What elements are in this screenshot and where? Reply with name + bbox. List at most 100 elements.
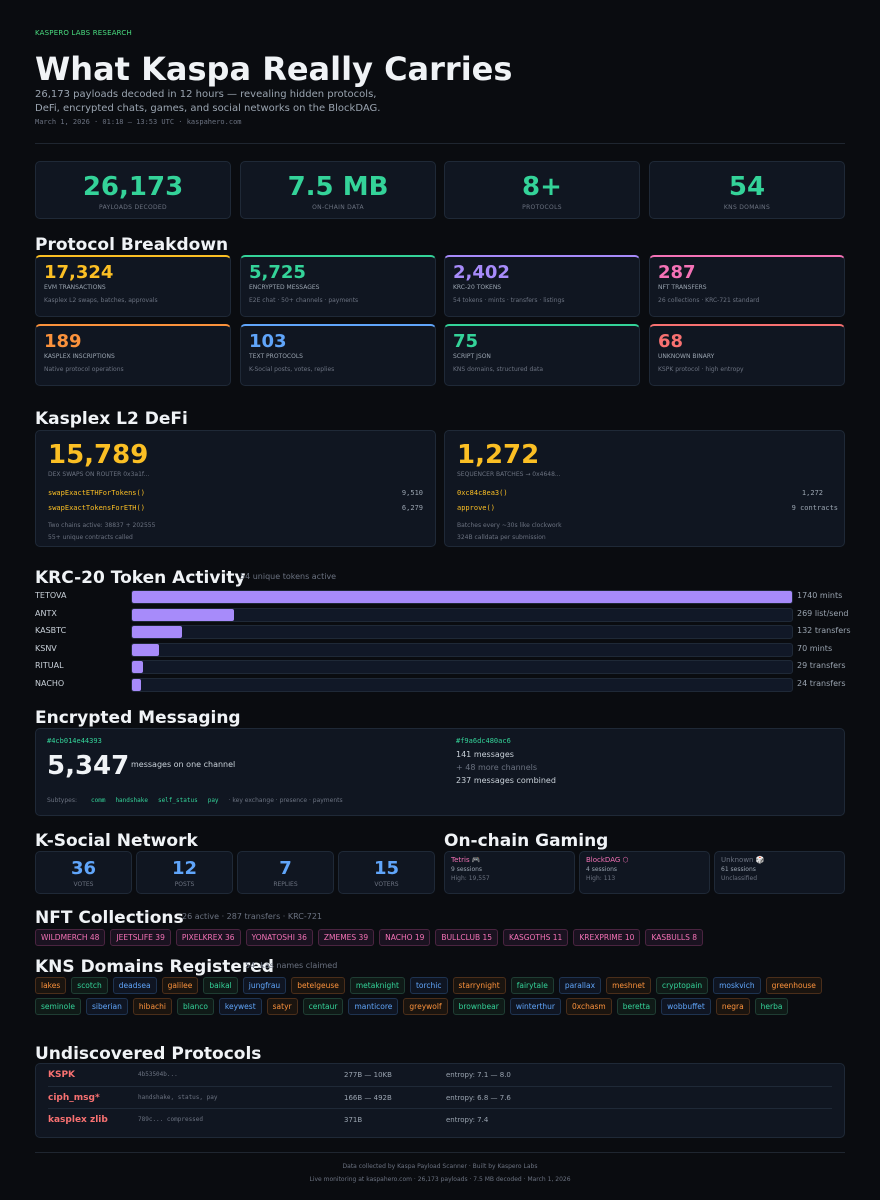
krc-row: KASBTC 132 transfers xyxy=(35,625,851,640)
kns-domain-chip: winterthur xyxy=(509,998,561,1015)
footer-line: Live monitoring at kaspahero.com · 26,17… xyxy=(309,1176,571,1183)
channel-id: #4cb014e44393 xyxy=(47,737,102,745)
social-value: 7 xyxy=(279,858,292,879)
protocol-label: SCRIPT JSON xyxy=(453,353,491,360)
kns-domain-chip: galilee xyxy=(161,977,199,994)
stat-label: PROTOCOLS xyxy=(522,204,562,211)
protocol-card: 103 TEXT PROTOCOLS K-Social posts, votes, … xyxy=(240,324,436,386)
function-name: swapExactETHForTokens() xyxy=(48,489,145,497)
footer-line: Data collected by Kaspa Payload Scanner … xyxy=(342,1163,538,1170)
protocol-card: 75 SCRIPT JSON KNS domains, structured dat… xyxy=(444,324,640,386)
protocol-label: TEXT PROTOCOLS xyxy=(249,353,303,360)
undiscovered-heading: Undiscovered Protocols xyxy=(35,1044,262,1064)
protocol-desc: KSPK protocol · high entropy xyxy=(658,366,744,373)
protocol-label: UNKNOWN BINARY xyxy=(658,353,715,360)
undiscovered-table: KSPK 4b53504b... 277B — 10KB entropy: 7.1 —… xyxy=(35,1063,845,1138)
protocol-label: ENCRYPTED MESSAGES xyxy=(249,284,320,291)
kns-domain-chip: betelgeuse xyxy=(291,977,345,994)
krc-row: NACHO 24 transfers xyxy=(35,678,845,692)
defi-label: SEQUENCER BATCHES → 0x4648... xyxy=(457,471,561,478)
token-name: NACHO xyxy=(35,679,65,688)
subtype-tag: self_status xyxy=(157,797,198,804)
defi-footnote: Batches every ~30s like clockwork 324B ca… xyxy=(457,520,832,544)
kns-domain-chip: beretta xyxy=(616,998,657,1015)
nft-collection-chip: KREXPRIME 10 xyxy=(573,929,641,946)
social-value: 12 xyxy=(171,858,198,879)
kns-domain-chip: scotch xyxy=(71,977,108,994)
protocol-value: 103 xyxy=(249,331,287,352)
defi-card-batches: 1,272 SEQUENCER BATCHES → 0x4648... 0xc8… xyxy=(444,430,845,547)
kns-domain-chip: deadsea xyxy=(112,977,157,994)
social-heading: K-Social Network xyxy=(35,831,198,851)
kns-domain-chip: blanco xyxy=(177,998,214,1015)
kns-domain-chip: starrynight xyxy=(452,977,506,994)
protocol-card: 287 NFT TRANSFERS 26 collections · KRC-721… xyxy=(649,255,845,317)
function-count: 9 contracts xyxy=(791,504,838,512)
social-label: VOTES xyxy=(73,881,94,888)
encrypted-card: #4cb014e44393 5,347 messages on one chan… xyxy=(35,728,845,816)
token-bar-track xyxy=(131,642,793,657)
token-bar xyxy=(132,626,183,639)
function-name: approve() xyxy=(457,504,495,512)
protocol-name: kasplex zlib xyxy=(48,1115,108,1125)
defi-heading: Kasplex L2 DeFi xyxy=(35,409,188,429)
protocol-hint: 789c... compressed xyxy=(138,1116,204,1123)
token-name: RITUAL xyxy=(35,661,64,671)
protocol-entropy: entropy: 7.1 — 8.0 xyxy=(446,1071,511,1079)
defi-label: DEX SWAPS ON ROUTER 0x3a1f... xyxy=(48,471,150,478)
game-sessions: 4 sessions xyxy=(586,866,618,873)
krc-note: 54 unique tokens active xyxy=(240,572,337,581)
token-name: KSNV xyxy=(35,643,57,653)
footnote-line: 324B calldata per submission xyxy=(457,534,546,541)
footnote-line: 55+ unique contracts called xyxy=(48,534,133,541)
nft-collection-chip: WILDMERCH 48 xyxy=(35,929,106,946)
protocol-hint: handshake, status, pay xyxy=(138,1093,218,1101)
social-label: REPLIES xyxy=(273,881,298,888)
encrypted-value: 5,347 xyxy=(47,751,130,781)
protocol-card: 2,402 KRC-20 TOKENS 54 tokens · mints · tr… xyxy=(444,255,640,317)
protocol-entropy: entropy: 7.4 xyxy=(446,1116,489,1124)
kns-domain-chip: hibachi xyxy=(132,998,172,1015)
protocol-desc: K-Social posts, votes, replies xyxy=(249,366,335,373)
kns-domain-chip: siberian xyxy=(85,998,128,1015)
protocol-desc: 26 collections · KRC-721 standard xyxy=(658,297,760,304)
social-stat: 15 VOTERS xyxy=(338,851,435,894)
nft-collection-chip: KASBULLS 8 xyxy=(645,929,704,946)
protocol-value: 68 xyxy=(658,331,684,352)
stat-label: PAYLOADS DECODED xyxy=(99,204,167,211)
krc-row: ANTX 269 list/send xyxy=(35,607,849,622)
social-label: POSTS xyxy=(174,881,195,888)
function-name: 0xc84c8ea3() xyxy=(457,489,508,497)
protocol-name: KSPK xyxy=(48,1070,76,1080)
kns-domain-chip: fairytale xyxy=(510,977,554,994)
token-bar xyxy=(132,643,159,656)
kns-domain-chip: jungfrau xyxy=(242,977,287,994)
defi-value: 1,272 xyxy=(457,440,540,470)
token-count: 269 list/send xyxy=(797,608,849,618)
game-extra: High: 19,557 xyxy=(451,875,490,882)
protocol-label: KRC-20 TOKENS xyxy=(453,284,502,291)
kns-domain-chip: negra xyxy=(715,998,750,1015)
protocol-desc: E2E chat · 50+ channels · payments xyxy=(249,297,359,304)
krc-row: KSNV 70 mints xyxy=(35,642,845,657)
function-count: 1,272 xyxy=(801,489,823,497)
game-extra: High: 113 xyxy=(586,875,616,882)
kns-heading: KNS Domains Registered xyxy=(35,957,274,977)
token-count: 70 mints xyxy=(797,643,833,653)
game-title: Tetris 🎮 xyxy=(451,856,481,864)
token-bar-track xyxy=(131,607,793,622)
channel-messages: 141 messages xyxy=(456,750,514,759)
kns-domain-chip: greywolf xyxy=(403,998,448,1015)
social-stat: 12 POSTS xyxy=(136,851,233,894)
kns-domain-chip: metaknight xyxy=(349,977,405,994)
nft-collection-chip: YONATOSHI 36 xyxy=(245,929,313,946)
kns-domain-chip: seminole xyxy=(35,998,81,1015)
token-bar xyxy=(132,608,235,621)
protocol-desc: Kasplex L2 swaps, batches, approvals xyxy=(44,297,158,304)
subtypes-note: · key exchange · presence · payments xyxy=(228,797,343,804)
nft-collection-chip: ZMEMES 39 xyxy=(317,929,375,946)
krc-row: TETOVA 1740 mints xyxy=(35,590,845,604)
game-title: Unknown 🎲 xyxy=(721,856,765,864)
token-count: 1740 mints xyxy=(797,591,843,600)
